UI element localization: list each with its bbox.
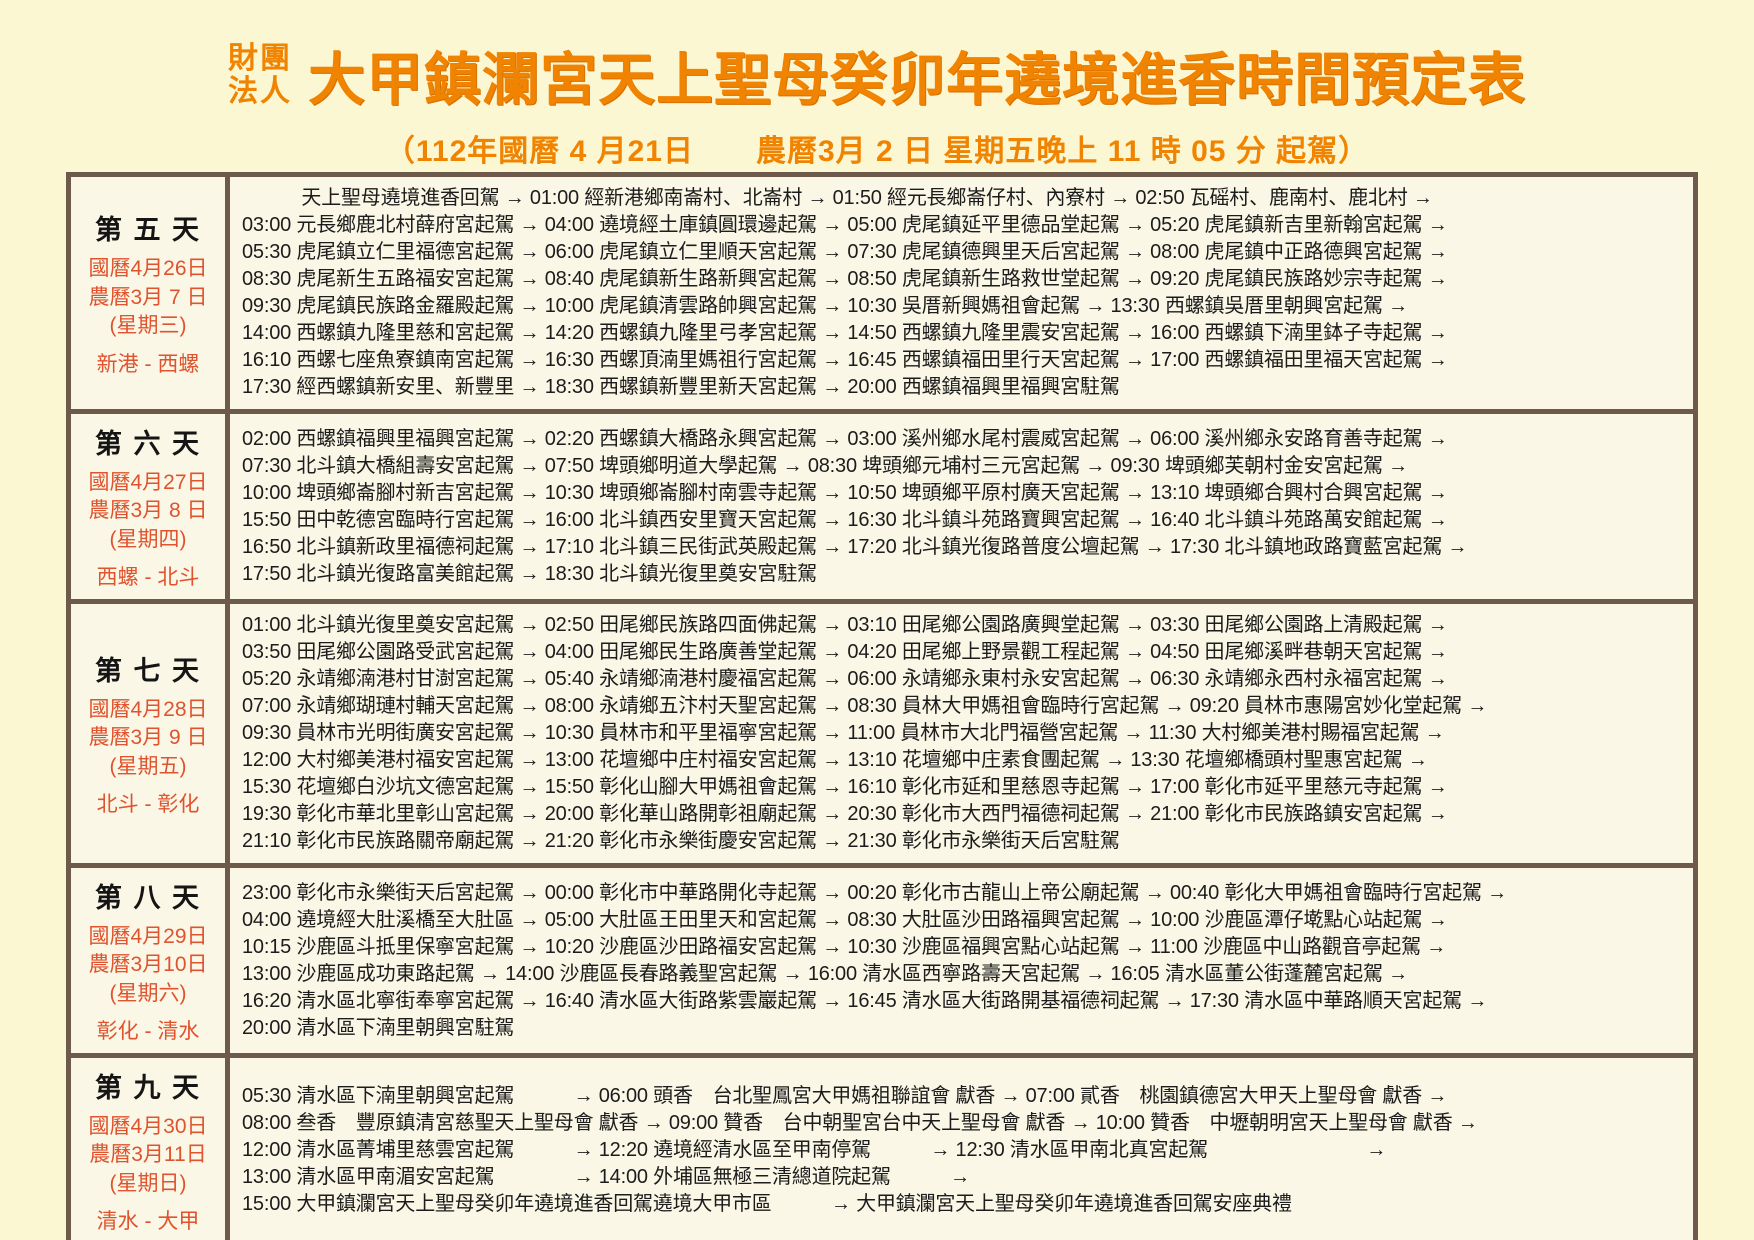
schedule-line: 09:30 虎尾鎮民族路金羅殿起駕 → 10:00 虎尾鎮清雲路帥興宮起駕 → … (242, 295, 1408, 317)
org-badge-line2: 法人 (228, 75, 292, 108)
day-weekday: (星期四) (109, 527, 187, 551)
day-route: 北斗 - 彰化 (96, 793, 200, 817)
subtitle: （112年國曆 4 月21日 農曆3月 2 日 星期五晚上 11 時 05 分 … (384, 135, 1370, 168)
schedule-line: 03:50 田尾鄉公園路受武宮起駕 → 04:00 田尾鄉民生路廣善堂起駕 → … (242, 641, 1448, 664)
page-title: 大甲鎮瀾宮天上聖母癸卯年遶境進香時間預定表 (308, 48, 1526, 112)
day-schedule: 01:00 北斗鎮光復里奠安宮起駕 → 02:50 田尾鄉民族路四面佛起駕 → … (230, 604, 1693, 863)
schedule-line: 13:00 清水區甲南湄安宮起駕 → 14:00 外埔區無極三清總道院起駕 → (242, 1166, 970, 1189)
schedule-line: 21:10 彰化市民族路關帝廟起駕 → 21:20 彰化市永樂街慶安宮起駕 → … (242, 830, 1120, 853)
day-lunar-date: 農曆3月 9 日 (88, 726, 208, 750)
header: 財團 法人 大甲鎮瀾宮天上聖母癸卯年遶境進香時間預定表 （112年國曆 4 月2… (0, 0, 1754, 170)
schedule-line: 17:30 經西螺鎮新安里、新豐里 → 18:30 西螺鎮新豐里新天宮起駕 → … (242, 376, 1120, 398)
day-route: 清水 - 大甲 (96, 1210, 200, 1234)
day-schedule: 05:30 清水區下湳里朝興宮起駕 → 06:00 頭香 台北聖鳳宮大甲媽祖聯誼… (230, 1058, 1693, 1240)
schedule-line: 16:10 西螺七座魚寮鎮南宮起駕 → 16:30 西螺頂湳里媽祖行宮起駕 → … (242, 349, 1448, 371)
day-row: 第 六 天 國曆4月27日 農曆3月 8 日 (星期四) 西螺 - 北斗 02:… (71, 409, 1693, 600)
day-lunar-date: 農曆3月10日 (88, 953, 208, 977)
schedule-line: 15:30 花壇鄉白沙坑文德宮起駕 → 15:50 彰化山腳大甲媽祖會起駕 → … (242, 776, 1448, 799)
day-name: 第 七 天 (94, 656, 201, 687)
day-row: 第 七 天 國曆4月28日 農曆3月 9 日 (星期五) 北斗 - 彰化 01:… (71, 599, 1693, 864)
schedule-line: 12:00 清水區菁埔里慈雲宮起駕 → 12:20 遶境經清水區至甲南停駕 → … (242, 1139, 1387, 1162)
day-lunar-date: 農曆3月 7 日 (88, 285, 208, 309)
schedule-line: 17:50 北斗鎮光復路富美館起駕 → 18:30 北斗鎮光復里奠安宮駐駕 (242, 562, 817, 585)
schedule-line: 05:30 清水區下湳里朝興宮起駕 → 06:00 頭香 台北聖鳳宮大甲媽祖聯誼… (242, 1085, 1448, 1108)
day-label: 第 九 天 國曆4月30日 農曆3月11日 (星期日) 清水 - 大甲 (71, 1058, 230, 1240)
org-badge-line1: 財團 (228, 42, 292, 75)
schedule-line: 05:20 永靖鄉湳港村甘澍宮起駕 → 05:40 永靖鄉湳港村慶福宮起駕 → … (242, 668, 1448, 691)
schedule-line: 13:00 沙鹿區成功東路起駕 → 14:00 沙鹿區長春路義聖宮起駕 → 16… (242, 962, 1408, 985)
day-solar-date: 國曆4月26日 (88, 257, 208, 281)
day-row: 第 九 天 國曆4月30日 農曆3月11日 (星期日) 清水 - 大甲 05:3… (71, 1053, 1693, 1240)
schedule-line: 09:30 員林市光明街廣安宮起駕 → 10:30 員林市和平里福寧宮起駕 → … (242, 722, 1445, 745)
schedule-line: 12:00 大村鄉美港村福安宮起駕 → 13:00 花壇鄉中庄村福安宮起駕 → … (242, 749, 1428, 772)
schedule-line: 07:00 永靖鄉瑚璉村輔天宮起駕 → 08:00 永靖鄉五汴村天聖宮起駕 → … (242, 695, 1488, 718)
day-solar-date: 國曆4月29日 (88, 925, 208, 949)
day-route: 彰化 - 清水 (96, 1020, 200, 1044)
day-lunar-date: 農曆3月 8 日 (88, 499, 208, 523)
day-route: 西螺 - 北斗 (96, 566, 200, 590)
schedule-line: 05:30 虎尾鎮立仁里福德宮起駕 → 06:00 虎尾鎮立仁里順天宮起駕 → … (242, 241, 1448, 263)
day-weekday: (星期三) (109, 314, 187, 338)
day-label: 第 七 天 國曆4月28日 農曆3月 9 日 (星期五) 北斗 - 彰化 (71, 604, 230, 864)
day-label: 第 八 天 國曆4月29日 農曆3月10日 (星期六) 彰化 - 清水 (71, 868, 230, 1054)
schedule-line: 15:00 大甲鎮瀾宮天上聖母癸卯年遶境進香回駕遶境大甲市區 → 大甲鎮瀾宮天上… (242, 1193, 1292, 1216)
day-label: 第 五 天 國曆4月26日 農曆3月 7 日 (星期三) 新港 - 西螺 (71, 177, 230, 409)
day-name: 第 六 天 (94, 429, 201, 459)
schedule-line: 23:00 彰化市永樂街天后宮起駕 → 00:00 彰化市中華路開化寺起駕 → … (242, 881, 1507, 904)
day-route: 新港 - 西螺 (96, 352, 200, 376)
schedule-line: 01:00 北斗鎮光復里奠安宮起駕 → 02:50 田尾鄉民族路四面佛起駕 → … (242, 614, 1448, 637)
schedule-line: 16:50 北斗鎮新政里福德祠起駕 → 17:10 北斗鎮三民街武英殿起駕 → … (242, 535, 1468, 558)
schedule-table: 第 五 天 國曆4月26日 農曆3月 7 日 (星期三) 新港 - 西螺 天上聖… (66, 172, 1698, 1240)
schedule-line: 15:50 田中乾德宮臨時行宮起駕 → 16:00 北斗鎮西安里寶天宮起駕 → … (242, 508, 1448, 531)
schedule-line: 20:00 清水區下湳里朝興宮駐駕 (242, 1016, 515, 1039)
day-name: 第 九 天 (94, 1073, 201, 1104)
day-row: 第 五 天 國曆4月26日 農曆3月 7 日 (星期三) 新港 - 西螺 天上聖… (71, 177, 1693, 409)
schedule-line: 03:00 元長鄉鹿北村薛府宮起駕 → 04:00 遶境經土庫鎮圓環邊起駕 → … (242, 214, 1448, 236)
day-schedule: 02:00 西螺鎮福興里福興宮起駕 → 02:20 西螺鎮大橋路永興宮起駕 → … (230, 414, 1693, 599)
schedule-line: 02:00 西螺鎮福興里福興宮起駕 → 02:20 西螺鎮大橋路永興宮起駕 → … (242, 427, 1448, 450)
schedule-line: 天上聖母遶境進香回駕 → 01:00 經新港鄉南崙村、北崙村 → 01:50 經… (242, 187, 1433, 209)
schedule-line: 19:30 彰化市華北里彰山宮起駕 → 20:00 彰化華山路開彰祖廟起駕 → … (242, 803, 1448, 826)
day-weekday: (星期五) (109, 754, 187, 778)
day-solar-date: 國曆4月28日 (88, 698, 208, 722)
schedule-line: 16:20 清水區北寧街奉寧宮起駕 → 16:40 清水區大街路紫雲巖起駕 → … (242, 989, 1488, 1012)
schedule-line: 07:30 北斗鎮大橋組壽安宮起駕 → 07:50 埤頭鄉明道大學起駕 → 08… (242, 454, 1408, 477)
day-lunar-date: 農曆3月11日 (89, 1143, 207, 1167)
schedule-line: 08:00 叁香 豐原鎮清宮慈聖天上聖母會 獻香 → 09:00 贊香 台中朝聖… (242, 1112, 1478, 1135)
day-name: 第 八 天 (94, 883, 201, 914)
day-weekday: (星期六) (109, 981, 187, 1005)
schedule-line: 04:00 遶境經大肚溪橋至大肚區 → 05:00 大肚區王田里天和宮起駕 → … (242, 908, 1448, 931)
day-weekday: (星期日) (109, 1171, 187, 1195)
day-solar-date: 國曆4月27日 (88, 471, 208, 494)
day-row: 第 八 天 國曆4月29日 農曆3月10日 (星期六) 彰化 - 清水 23:0… (71, 863, 1693, 1054)
day-name: 第 五 天 (94, 215, 201, 246)
day-solar-date: 國曆4月30日 (88, 1115, 208, 1139)
schedule-line: 10:00 埤頭鄉崙腳村新吉宮起駕 → 10:30 埤頭鄉崙腳村南雲寺起駕 → … (242, 481, 1448, 504)
day-label: 第 六 天 國曆4月27日 農曆3月 8 日 (星期四) 西螺 - 北斗 (71, 414, 230, 600)
day-schedule: 天上聖母遶境進香回駕 → 01:00 經新港鄉南崙村、北崙村 → 01:50 經… (230, 177, 1693, 409)
org-badge: 財團 法人 (228, 42, 292, 108)
title-row: 財團 法人 大甲鎮瀾宮天上聖母癸卯年遶境進香時間預定表 (0, 34, 1754, 116)
schedule-line: 14:00 西螺鎮九隆里慈和宮起駕 → 14:20 西螺鎮九隆里弓孝宮起駕 → … (242, 322, 1448, 344)
day-schedule: 23:00 彰化市永樂街天后宮起駕 → 00:00 彰化市中華路開化寺起駕 → … (230, 868, 1693, 1053)
schedule-line: 10:15 沙鹿區斗抵里保寧宮起駕 → 10:20 沙鹿區沙田路福安宮起駕 → … (242, 935, 1447, 958)
schedule-line: 08:30 虎尾新生五路福安宮起駕 → 08:40 虎尾鎮新生路新興宮起駕 → … (242, 268, 1448, 290)
